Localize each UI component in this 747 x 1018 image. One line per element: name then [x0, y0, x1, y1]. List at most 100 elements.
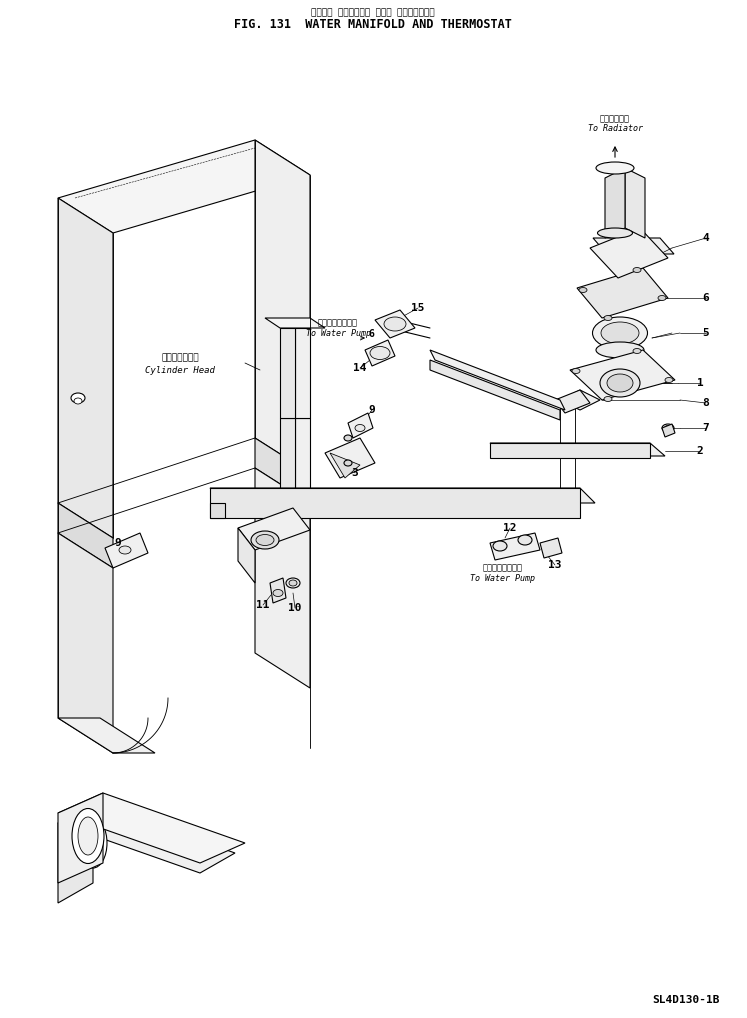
- Ellipse shape: [72, 808, 104, 863]
- Text: ラジエータへ: ラジエータへ: [600, 114, 630, 123]
- Text: 9: 9: [114, 538, 121, 548]
- Ellipse shape: [665, 378, 673, 383]
- Polygon shape: [58, 803, 93, 903]
- Polygon shape: [490, 533, 540, 560]
- Text: To Radiator: To Radiator: [587, 124, 642, 133]
- Polygon shape: [625, 168, 645, 238]
- Polygon shape: [58, 803, 235, 873]
- Ellipse shape: [79, 818, 107, 868]
- Ellipse shape: [119, 546, 131, 554]
- Ellipse shape: [78, 817, 98, 855]
- Ellipse shape: [665, 426, 672, 431]
- Polygon shape: [265, 318, 325, 328]
- Text: ウォータポンプへ: ウォータポンプへ: [318, 318, 358, 327]
- Text: 6: 6: [703, 293, 710, 303]
- Polygon shape: [662, 425, 675, 437]
- Text: ウォータ マニホールド および サーモスタット: ウォータ マニホールド および サーモスタット: [311, 8, 435, 17]
- Polygon shape: [295, 418, 310, 503]
- Polygon shape: [365, 340, 395, 366]
- Polygon shape: [58, 533, 113, 753]
- Text: 7: 7: [703, 423, 710, 433]
- Text: 9: 9: [368, 405, 376, 415]
- Ellipse shape: [658, 295, 666, 300]
- Text: 5: 5: [703, 328, 710, 338]
- Ellipse shape: [289, 580, 297, 586]
- Text: To Water Pump: To Water Pump: [471, 574, 536, 583]
- Polygon shape: [58, 793, 245, 863]
- Polygon shape: [58, 793, 103, 883]
- Ellipse shape: [286, 578, 300, 588]
- Polygon shape: [210, 488, 580, 518]
- Polygon shape: [593, 238, 674, 254]
- Text: 2: 2: [697, 446, 704, 456]
- Polygon shape: [255, 140, 310, 473]
- Polygon shape: [280, 418, 295, 503]
- Ellipse shape: [633, 348, 641, 353]
- Text: Cylinder Head: Cylinder Head: [145, 365, 215, 375]
- Text: 14: 14: [353, 363, 367, 373]
- Text: シリンダヘッド: シリンダヘッド: [161, 353, 199, 362]
- Polygon shape: [58, 718, 155, 753]
- Ellipse shape: [572, 369, 580, 374]
- Text: 3: 3: [352, 468, 359, 478]
- Polygon shape: [238, 528, 255, 583]
- Ellipse shape: [384, 317, 406, 331]
- Ellipse shape: [633, 268, 641, 273]
- Ellipse shape: [84, 826, 102, 860]
- Polygon shape: [605, 168, 625, 238]
- Text: 8: 8: [703, 398, 710, 408]
- Polygon shape: [560, 390, 600, 410]
- Polygon shape: [577, 268, 668, 318]
- Polygon shape: [590, 228, 668, 278]
- Text: 10: 10: [288, 603, 302, 613]
- Polygon shape: [430, 360, 560, 420]
- Polygon shape: [238, 508, 310, 550]
- Polygon shape: [570, 350, 675, 400]
- Ellipse shape: [493, 541, 507, 551]
- Ellipse shape: [256, 534, 274, 546]
- Polygon shape: [58, 197, 113, 538]
- Polygon shape: [210, 488, 595, 503]
- Text: 13: 13: [548, 560, 562, 570]
- Ellipse shape: [662, 425, 674, 432]
- Text: 12: 12: [503, 523, 517, 533]
- Ellipse shape: [607, 374, 633, 392]
- Ellipse shape: [598, 228, 633, 238]
- Polygon shape: [58, 503, 113, 568]
- Ellipse shape: [273, 589, 283, 597]
- Ellipse shape: [596, 342, 644, 358]
- Polygon shape: [330, 453, 360, 478]
- Ellipse shape: [601, 322, 639, 344]
- Text: ウォータポンプへ: ウォータポンプへ: [483, 563, 523, 572]
- Ellipse shape: [579, 287, 587, 292]
- Ellipse shape: [344, 435, 352, 441]
- Ellipse shape: [604, 396, 612, 401]
- Polygon shape: [490, 443, 665, 456]
- Polygon shape: [105, 533, 148, 568]
- Polygon shape: [58, 140, 310, 233]
- Text: SL4D130-1B: SL4D130-1B: [652, 995, 720, 1005]
- Polygon shape: [490, 443, 650, 458]
- Ellipse shape: [355, 425, 365, 432]
- Ellipse shape: [600, 369, 640, 397]
- Ellipse shape: [344, 460, 352, 466]
- Polygon shape: [555, 390, 590, 413]
- Polygon shape: [348, 413, 373, 438]
- Polygon shape: [255, 438, 310, 503]
- Text: FIG. 131  WATER MANIFOLD AND THERMOSTAT: FIG. 131 WATER MANIFOLD AND THERMOSTAT: [234, 18, 512, 31]
- Text: 15: 15: [412, 303, 425, 313]
- Ellipse shape: [370, 346, 390, 359]
- Text: 1: 1: [697, 378, 704, 388]
- Polygon shape: [325, 438, 375, 478]
- Polygon shape: [255, 468, 310, 688]
- Polygon shape: [430, 350, 565, 410]
- Polygon shape: [280, 328, 295, 418]
- Ellipse shape: [592, 317, 648, 349]
- Ellipse shape: [604, 316, 612, 321]
- Ellipse shape: [251, 531, 279, 549]
- Text: 6: 6: [368, 329, 374, 339]
- Polygon shape: [295, 328, 310, 418]
- Polygon shape: [270, 578, 286, 603]
- Polygon shape: [375, 310, 415, 338]
- Ellipse shape: [518, 535, 532, 545]
